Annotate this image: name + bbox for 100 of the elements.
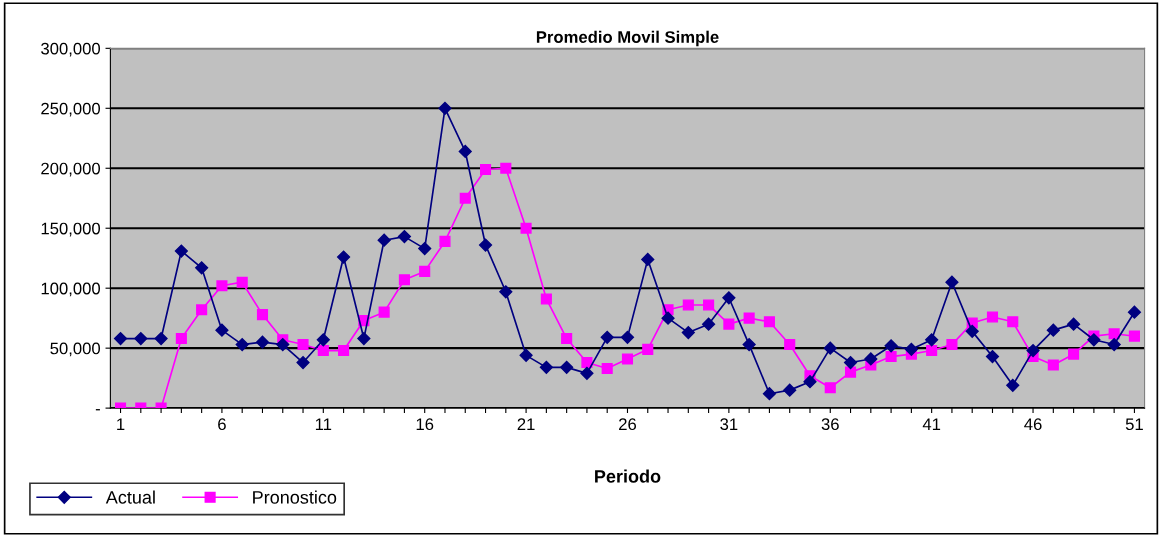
y-tick-label: 300,000 xyxy=(41,42,101,57)
point xyxy=(641,252,655,266)
point xyxy=(763,316,775,328)
point xyxy=(357,331,371,346)
point xyxy=(439,235,451,247)
point xyxy=(824,382,836,394)
point xyxy=(762,387,777,401)
point xyxy=(458,144,472,159)
point xyxy=(154,331,168,346)
point xyxy=(499,285,513,299)
x-tick-label: 26 xyxy=(619,418,637,431)
point xyxy=(803,375,817,389)
x-tick-label: 46 xyxy=(1024,418,1042,431)
point xyxy=(419,265,431,277)
point xyxy=(336,250,351,264)
point xyxy=(297,339,309,351)
x-tick-label: 1 xyxy=(117,418,125,430)
point xyxy=(600,330,614,344)
point xyxy=(338,344,350,357)
point xyxy=(743,312,755,324)
x-tick-label: 6 xyxy=(218,418,226,431)
point xyxy=(783,383,797,397)
point xyxy=(985,349,1000,364)
x-tick-label: 31 xyxy=(720,418,738,431)
point xyxy=(723,318,735,330)
point xyxy=(945,275,959,289)
x-tick-label: 51 xyxy=(1125,418,1143,431)
point xyxy=(1006,378,1020,392)
point xyxy=(1046,323,1060,337)
point xyxy=(722,291,736,305)
point xyxy=(580,366,594,380)
point xyxy=(256,309,269,321)
point xyxy=(1026,343,1040,358)
point xyxy=(478,238,493,252)
y-tick-label: - xyxy=(95,409,100,411)
y-tick-label: 150,000 xyxy=(41,222,101,237)
point xyxy=(316,333,330,347)
y-tick-label: 250,000 xyxy=(41,102,101,117)
point xyxy=(884,339,898,353)
point xyxy=(539,360,553,374)
point xyxy=(864,352,878,366)
point xyxy=(703,299,715,311)
point xyxy=(216,280,228,292)
y-tick-label: 200,000 xyxy=(41,162,101,177)
point xyxy=(885,350,897,363)
point xyxy=(843,355,858,370)
point xyxy=(926,344,938,357)
x-tick-label: 16 xyxy=(416,418,434,431)
point xyxy=(621,353,634,365)
point xyxy=(925,333,939,347)
point xyxy=(519,348,533,362)
point xyxy=(1067,317,1081,331)
point xyxy=(742,337,756,352)
point xyxy=(500,162,512,174)
point xyxy=(418,242,432,256)
point xyxy=(1107,337,1121,352)
point xyxy=(520,222,532,234)
point xyxy=(702,317,716,331)
point xyxy=(540,293,552,305)
point xyxy=(296,355,310,370)
point xyxy=(215,323,229,337)
point xyxy=(1007,316,1019,328)
point xyxy=(1108,328,1120,340)
point xyxy=(479,163,492,176)
point xyxy=(377,233,391,247)
point xyxy=(560,360,574,374)
point xyxy=(965,324,979,338)
point xyxy=(823,341,837,355)
point xyxy=(276,337,290,352)
point xyxy=(174,244,188,258)
x-tick-label: 36 xyxy=(821,418,839,431)
point xyxy=(601,362,613,375)
y-tick-label: 50,000 xyxy=(50,342,101,357)
point xyxy=(134,331,148,346)
point xyxy=(581,356,593,369)
x-tick-label: 21 xyxy=(517,418,535,430)
point xyxy=(317,344,329,357)
point xyxy=(438,101,452,115)
legend-label: Actual xyxy=(105,490,155,504)
x-tick-label: 41 xyxy=(922,418,941,430)
point xyxy=(681,325,695,340)
point xyxy=(459,192,471,204)
point xyxy=(196,304,208,316)
point xyxy=(378,306,390,318)
legend-label: Pronostico xyxy=(253,490,337,504)
point xyxy=(682,299,694,311)
point xyxy=(946,339,958,351)
point xyxy=(904,342,918,356)
y-tick-label: 100,000 xyxy=(41,282,101,297)
point xyxy=(397,230,412,244)
point xyxy=(255,335,270,349)
point xyxy=(986,311,999,323)
x-axis-title: Periodo xyxy=(595,469,661,483)
point xyxy=(175,333,187,345)
point xyxy=(661,311,675,325)
point xyxy=(1127,305,1142,319)
x-tick-label: 11 xyxy=(315,418,332,430)
point xyxy=(195,261,209,275)
point xyxy=(620,330,635,344)
point xyxy=(1068,348,1080,360)
